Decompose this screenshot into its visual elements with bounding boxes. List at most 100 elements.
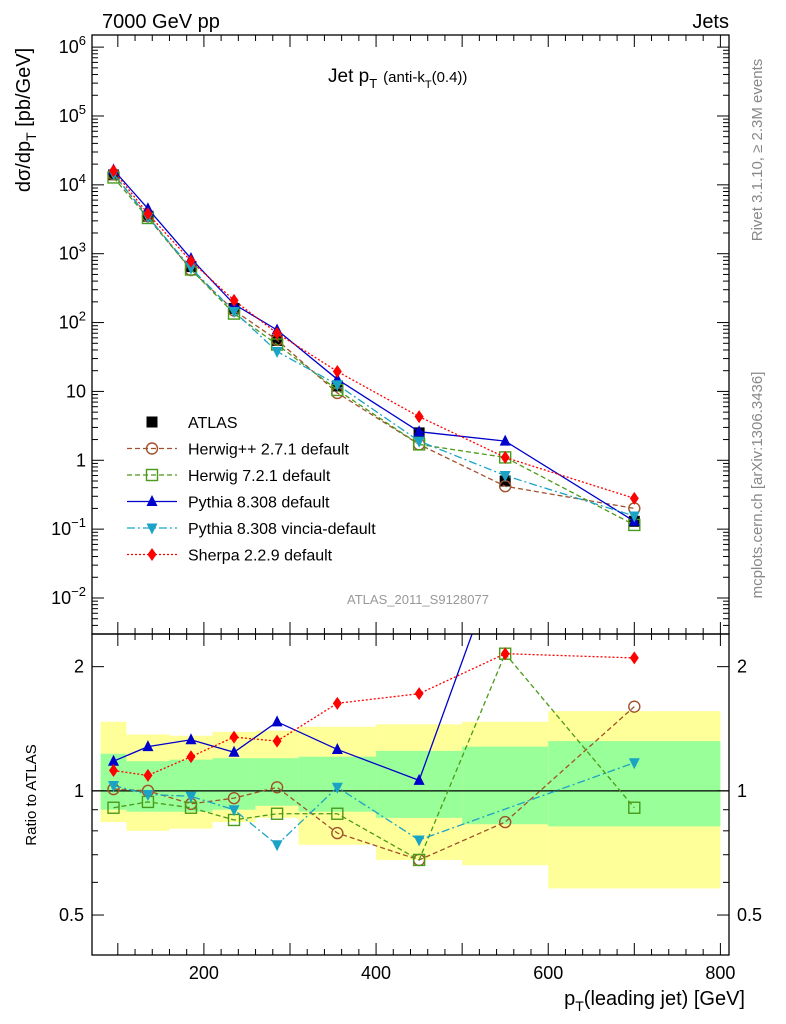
plot-title-extra: (anti-k [383, 69, 425, 86]
ratio-line-vincia [113, 762, 635, 846]
main-point-vincia [331, 380, 343, 392]
ratio-plot-area [92, 536, 729, 867]
legend-marker-vincia [146, 523, 158, 535]
ratio-point-vincia [108, 781, 120, 793]
header-left: 7000 GeV pp [102, 11, 220, 33]
main-point-pythia [499, 434, 511, 446]
main-y-tick-label: 104 [59, 171, 86, 195]
ratio-point-sherpa [414, 687, 424, 701]
main-point-sherpa [629, 491, 639, 505]
main-point-sherpa [186, 254, 196, 268]
ratio-point-sherpa [629, 651, 639, 665]
main-y-tick-label: 106 [59, 33, 86, 57]
ratio-y-tick-label: 0.5 [59, 905, 84, 925]
ratio-point-pythia [500, 536, 511, 547]
x-tick-label: 200 [189, 963, 219, 983]
ratio-point-sherpa [109, 764, 119, 778]
ratio-y-tick-label-right: 1 [737, 781, 747, 801]
ratio-point-herwigpp [498, 815, 512, 829]
plot-title-extra-end: (0.4)) [432, 69, 468, 86]
plot-title: Jet pT (anti-kT(0.4)) [328, 66, 467, 91]
main-frame [91, 34, 730, 635]
legend-marker-atlas [146, 416, 158, 428]
legend-marker-sherpa [147, 548, 157, 561]
ratio-point-vincia [142, 789, 154, 801]
mcplots-label: mcplots.cern.ch [arXiv:1306.3436] [749, 372, 766, 599]
band-inner-bin [169, 759, 213, 812]
main-point-vincia [185, 263, 197, 275]
ratio-y-tick-label: 1 [74, 781, 84, 801]
ratio-point-herwig7 [107, 801, 120, 814]
ratio-point-vincia [271, 840, 283, 852]
legend: ATLAS Herwig++ 2.7.1 default Herwig 7.2.1 … [127, 415, 376, 565]
ratio-y-tick-label: 2 [74, 657, 84, 677]
ratio-point-pythia [331, 742, 343, 754]
x-tick-label: 400 [361, 963, 391, 983]
ratio-y-axis-label: Ratio to ATLAS [23, 744, 40, 845]
main-point-sherpa [332, 364, 342, 378]
ratio-point-pythia [108, 754, 120, 766]
ratio-point-vincia [413, 835, 425, 847]
plot-title-sub: T [369, 76, 377, 91]
ratio-point-herwig7 [412, 853, 426, 867]
main-point-vincia [628, 511, 640, 523]
ratio-point-sherpa [500, 647, 510, 661]
legend-label-atlas: ATLAS [188, 415, 238, 432]
main-line-herwigpp [113, 173, 635, 510]
band-inner-bin [548, 741, 721, 827]
ratio-point-herwigpp [270, 781, 284, 794]
ratio-point-pythia [413, 773, 425, 785]
ratio-y-tick-label-right: 0.5 [737, 905, 762, 925]
ratio-point-vincia [331, 782, 343, 794]
main-line-vincia [113, 173, 635, 517]
legend-marker-pythia [146, 495, 158, 506]
band-inner-bin [462, 746, 549, 825]
main-point-sherpa [143, 207, 153, 221]
ratio-point-sherpa [143, 768, 153, 782]
ratio-point-vincia [628, 758, 640, 770]
ratio-y-tick-label-right: 2 [737, 657, 747, 677]
main-point-vincia [499, 471, 511, 483]
ratio-point-herwigpp [227, 791, 241, 805]
main-y-tick-label: 10−2 [51, 584, 86, 608]
analysis-label: ATLAS_2011_S9128077 [347, 592, 489, 607]
axes-group: 10−2 10−1 1 10 102 103 104 105 106 200 400 600 800 0.… [51, 33, 762, 983]
main-point-sherpa [229, 293, 239, 307]
main-y-axis-label: dσ/dpT [pb/GeV] [13, 48, 39, 192]
legend-label-herwig7: Herwig 7.2.1 default [188, 468, 331, 485]
ratio-point-herwig7 [331, 807, 344, 820]
main-point-sherpa [272, 326, 282, 340]
legend-marker-herwigpp [145, 442, 159, 455]
ratio-point-pythia [228, 745, 240, 757]
ratio-point-pythia [271, 715, 283, 727]
main-point-vincia [271, 346, 283, 358]
ratio-point-herwig7 [628, 801, 641, 814]
header-right: Jets [692, 11, 729, 33]
legend-label-sherpa: Sherpa 2.2.9 default [188, 548, 333, 565]
ratio-point-sherpa [272, 734, 282, 748]
ratio-series-group [92, 536, 729, 867]
ratio-point-sherpa [186, 750, 196, 764]
main-line-herwig7 [113, 177, 635, 526]
ratio-line-pythia [113, 634, 473, 782]
main-point-sherpa [414, 410, 424, 424]
ratio-point-pythia [142, 740, 154, 752]
ratio-uncertainty-band [100, 711, 721, 889]
ratio-point-sherpa [229, 730, 239, 744]
legend-marker-herwig7 [145, 468, 159, 482]
main-series-group [107, 163, 641, 532]
main-y-tick-label: 10 [66, 381, 86, 401]
ratio-line-herwig7 [113, 652, 635, 861]
main-point-vincia [413, 436, 425, 448]
ratio-point-herwig7 [270, 807, 284, 820]
ratio-point-herwigpp [628, 700, 641, 713]
plot-title-extra-sub: T [425, 79, 432, 91]
band-inner-bin [212, 758, 256, 810]
main-point-vincia [228, 306, 240, 318]
legend-label-vincia: Pythia 8.308 vincia-default [188, 521, 376, 538]
legend-label-pythia: Pythia 8.308 default [188, 495, 330, 512]
main-point-sherpa [109, 164, 119, 178]
main-point-pythia [413, 425, 425, 437]
rivet-label: Rivet 3.1.10, ≥ 2.3M events [749, 59, 766, 242]
